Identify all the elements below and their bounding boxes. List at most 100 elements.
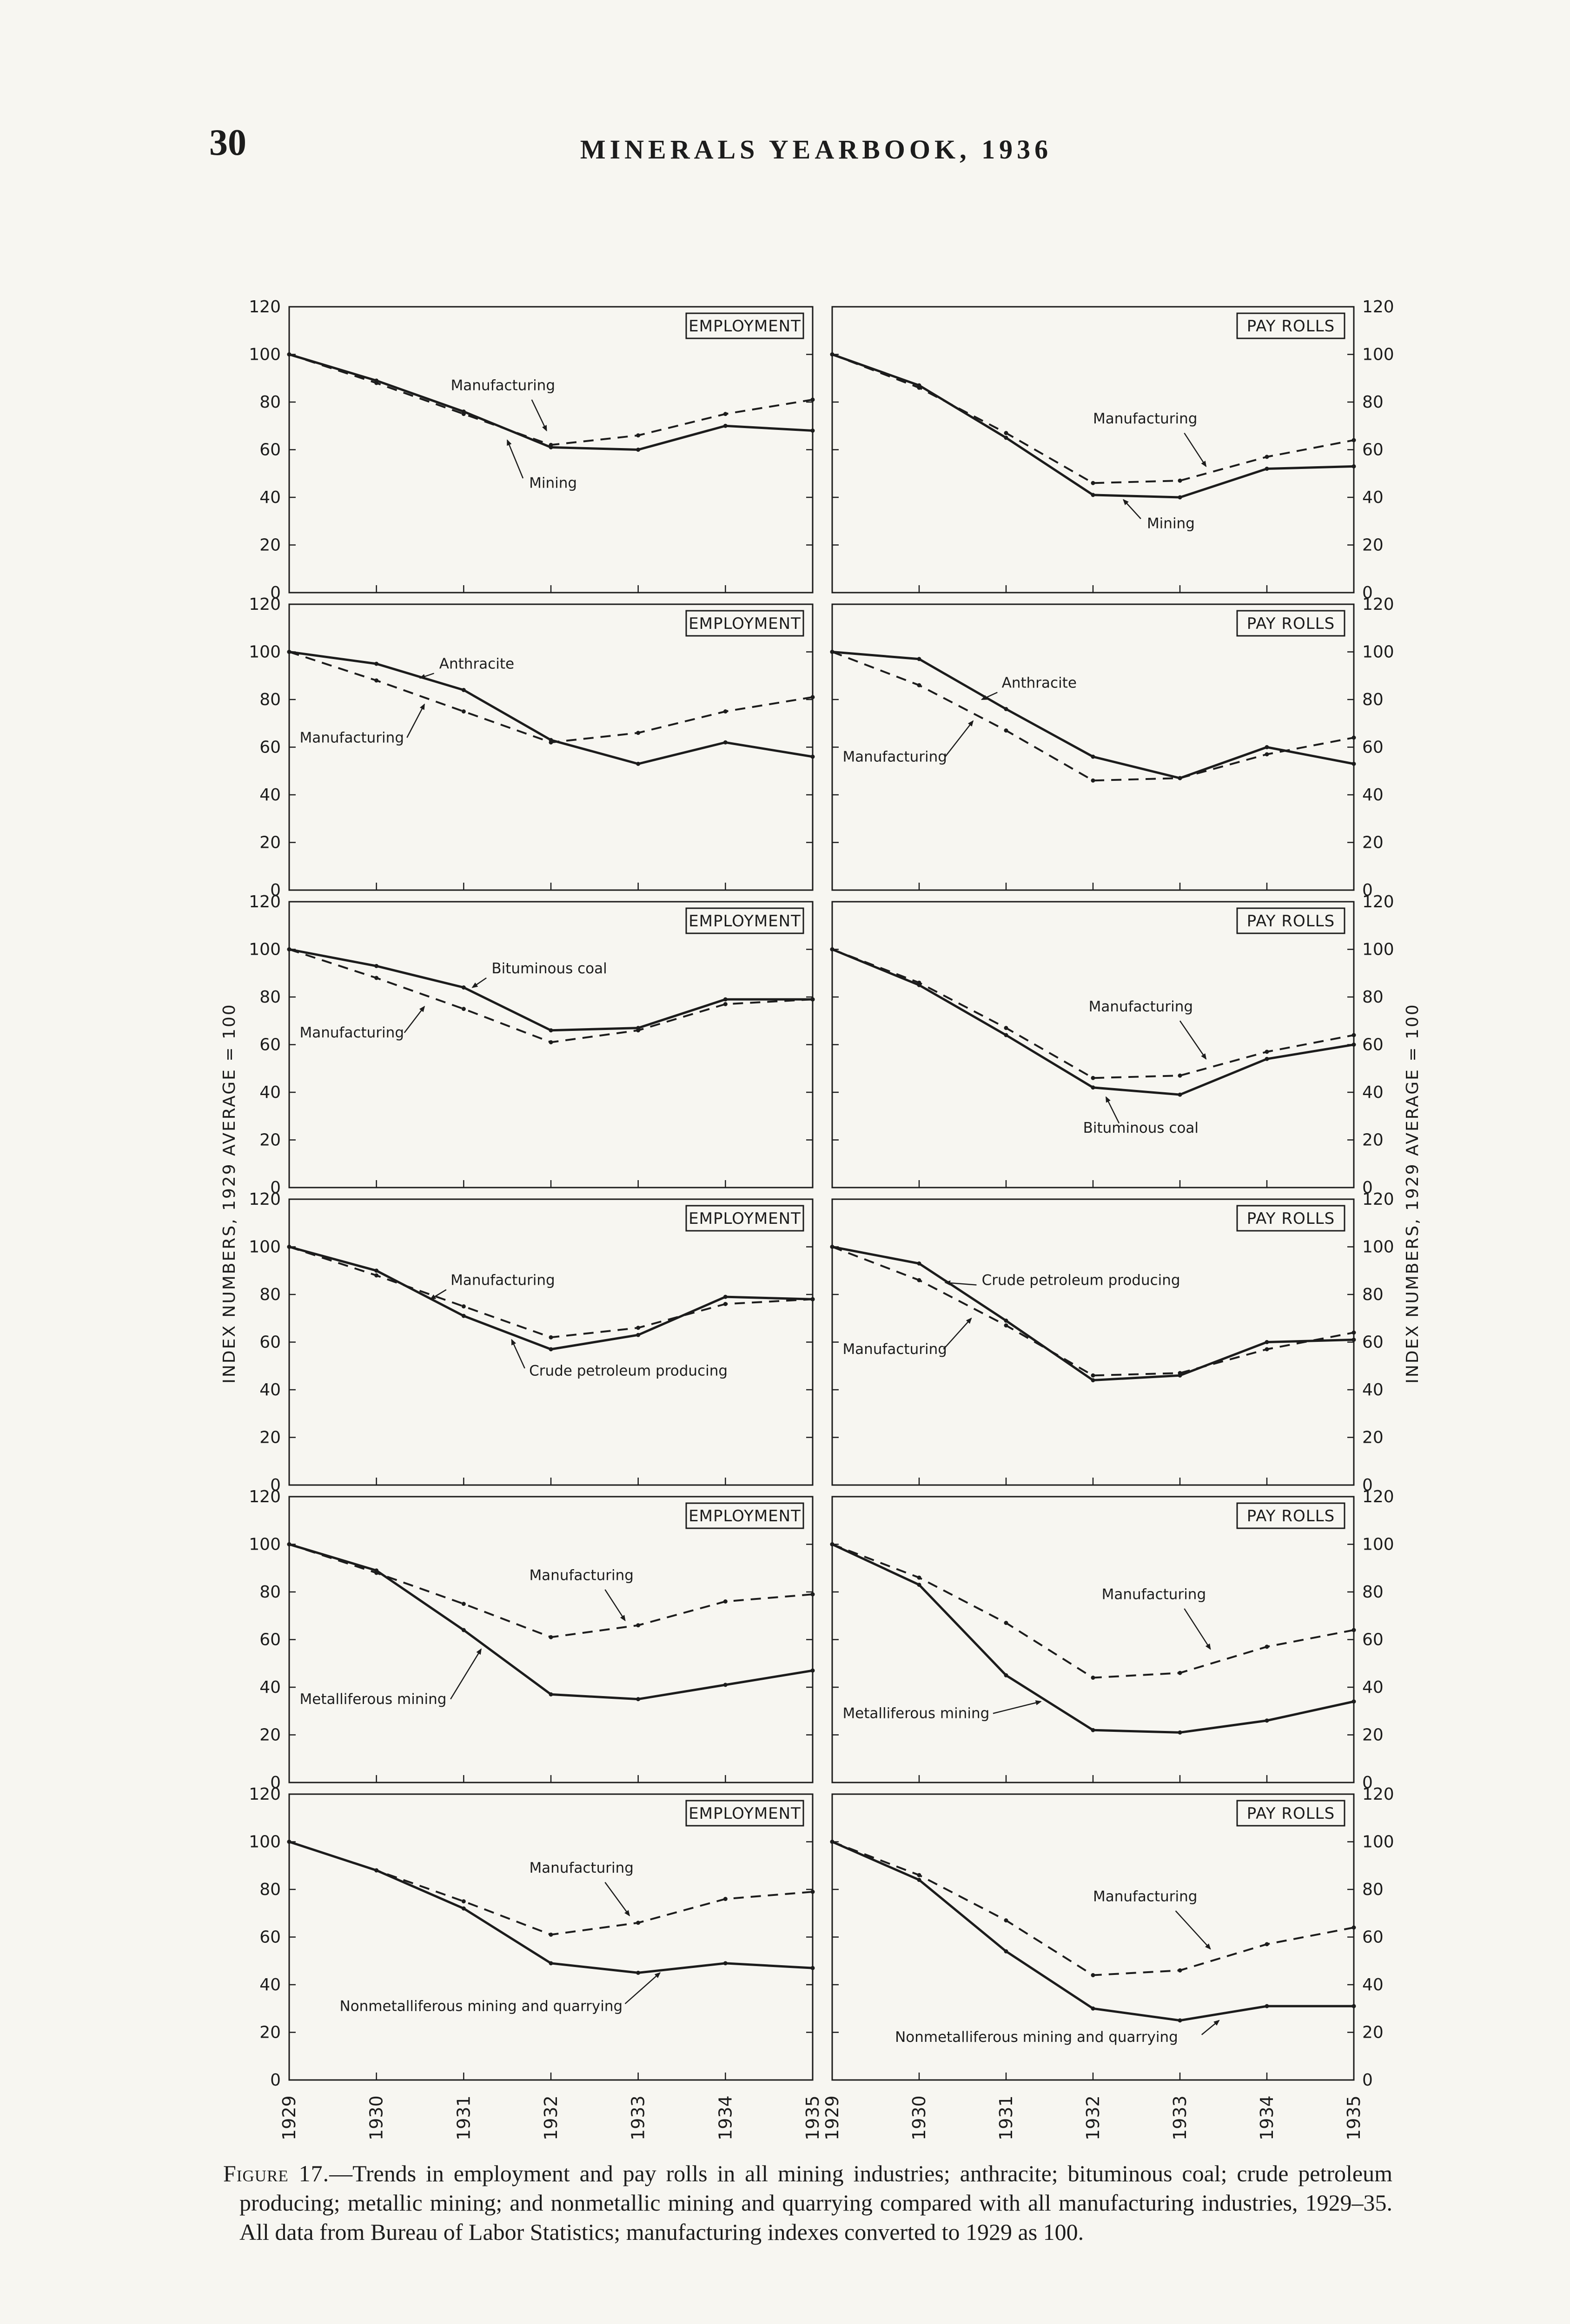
y-tick-label: 100 xyxy=(1362,1238,1394,1257)
y-tick-label: 40 xyxy=(259,1380,281,1400)
y-tick-label: 40 xyxy=(259,786,281,805)
data-point xyxy=(549,1961,553,1966)
data-point xyxy=(830,1542,835,1546)
data-point xyxy=(1351,464,1356,469)
series-line-crude-petroleum-producing xyxy=(832,1246,1354,1382)
data-point xyxy=(723,709,728,714)
y-tick-label: 80 xyxy=(259,988,281,1007)
x-axis-year-label: 1933 xyxy=(628,2095,649,2140)
panel-title-box xyxy=(685,312,804,339)
series-label-manufacturing: Manufacturing xyxy=(300,1024,404,1041)
plot-frame xyxy=(288,1496,814,1783)
data-point xyxy=(1265,455,1269,459)
annotation-arrow xyxy=(1179,1020,1207,1060)
y-tick-label: 40 xyxy=(1362,786,1384,805)
panel-title-box xyxy=(1236,1502,1345,1529)
data-point xyxy=(1351,1628,1356,1632)
data-point xyxy=(1091,754,1095,759)
y-tick-label: 20 xyxy=(1362,1131,1384,1150)
data-point xyxy=(917,1575,921,1580)
data-point xyxy=(1091,1676,1095,1680)
data-point xyxy=(917,1873,921,1877)
series-label-manufacturing: Manufacturing xyxy=(842,748,947,765)
chart-row6-pay-rolls: 0 20 40 60 80 100 120 Manufacturing Nonmetallife… xyxy=(830,1785,1394,2090)
data-point xyxy=(1265,1056,1269,1061)
y-tick-label: 100 xyxy=(1362,1833,1394,1852)
panel-title-box xyxy=(685,1800,804,1827)
chart-row2-pay-rolls: 0 20 40 60 80 100 120 Anthracite Manufacturing PA… xyxy=(830,595,1394,900)
data-point xyxy=(1004,436,1008,440)
y-tick-label: 120 xyxy=(1362,297,1394,317)
y-tick-label: 60 xyxy=(1362,1928,1384,1947)
data-point xyxy=(287,352,291,357)
y-tick-label: 120 xyxy=(249,297,281,317)
y-tick-label: 120 xyxy=(249,892,281,911)
annotation-arrow xyxy=(943,1317,972,1350)
chart-row1-employment: 0 20 40 60 80 100 120 Manufacturing Mining EMPLOY… xyxy=(249,297,815,602)
panel-title-box xyxy=(685,907,804,934)
data-point xyxy=(1351,761,1356,766)
y-tick-label: 120 xyxy=(1362,1487,1394,1506)
x-axis-year-label: 1934 xyxy=(1257,2095,1277,2140)
data-point xyxy=(549,1692,553,1697)
series-label-bituminous-coal: Bituminous coal xyxy=(491,960,607,977)
data-point xyxy=(374,661,379,666)
series-label-manufacturing: Manufacturing xyxy=(842,1341,947,1358)
panel-title-box xyxy=(1236,312,1345,339)
data-point xyxy=(1265,2004,1269,2008)
data-point xyxy=(1004,1673,1008,1677)
data-point xyxy=(374,964,379,968)
y-tick-label: 60 xyxy=(1362,738,1384,757)
data-point xyxy=(374,1868,379,1873)
data-point xyxy=(461,1304,466,1309)
data-point xyxy=(1091,1378,1095,1382)
data-point xyxy=(1265,1644,1269,1649)
plot-frame xyxy=(831,1496,1355,1783)
x-axis-year-label: 1932 xyxy=(1083,2095,1103,2140)
panel-title-box xyxy=(685,1205,804,1232)
y-tick-label: 60 xyxy=(259,1928,281,1947)
y-tick-label: 120 xyxy=(249,1190,281,1209)
data-point xyxy=(636,1970,641,1975)
y-tick-label: 80 xyxy=(1362,1880,1384,1899)
data-point xyxy=(810,1592,815,1597)
series-label-crude-petroleum-producing: Crude petroleum producing xyxy=(529,1362,728,1379)
series-line-anthracite xyxy=(289,651,813,765)
data-point xyxy=(374,678,379,683)
series-label-manufacturing: Manufacturing xyxy=(529,1860,633,1876)
data-point xyxy=(830,1245,835,1249)
data-point xyxy=(723,740,728,745)
y-tick-label: 80 xyxy=(259,690,281,709)
left-axis-title: INDEX NUMBERS, 1929 AVERAGE = 100 xyxy=(220,1003,239,1383)
data-point xyxy=(830,1840,835,1844)
series-line-crude-petroleum-producing xyxy=(289,1246,813,1351)
data-point xyxy=(636,1623,641,1628)
y-tick-label: 20 xyxy=(259,1131,281,1150)
data-point xyxy=(917,1278,921,1282)
panel-title-box xyxy=(1236,1800,1345,1827)
chart-row2-employment: 0 20 40 60 80 100 120 Anthracite Manufacturing EM… xyxy=(249,595,815,900)
data-point xyxy=(1091,2006,1095,2011)
data-point xyxy=(917,683,921,687)
data-point xyxy=(1091,778,1095,783)
y-tick-label: 20 xyxy=(1362,2023,1384,2042)
annotation-arrow xyxy=(604,1589,626,1622)
data-point xyxy=(1091,481,1095,485)
data-point xyxy=(374,1568,379,1573)
chart-row6-employment: 0 20 40 60 80 100 120 Manufacturing Nonmetallife… xyxy=(249,1785,815,2090)
data-point xyxy=(1004,728,1008,733)
panel-title: PAY ROLLS xyxy=(1247,912,1335,931)
data-point xyxy=(723,1683,728,1687)
data-point xyxy=(1351,1699,1356,1704)
y-tick-label: 20 xyxy=(259,1428,281,1447)
data-point xyxy=(723,1294,728,1299)
data-point xyxy=(1091,1728,1095,1732)
data-point xyxy=(461,409,466,414)
data-point xyxy=(810,754,815,759)
data-point xyxy=(1265,1942,1269,1947)
series-line-metalliferous-mining xyxy=(831,1543,1354,1734)
series-label-manufacturing: Manufacturing xyxy=(1093,1888,1197,1905)
series-line-mining xyxy=(289,353,813,451)
y-tick-label: 0 xyxy=(270,2071,281,2090)
annotation-arrow xyxy=(1201,2020,1220,2035)
